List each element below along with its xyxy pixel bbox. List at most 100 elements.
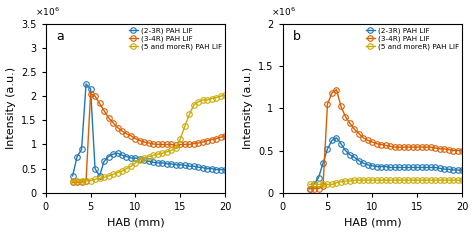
(5 and moreR) PAH LIF (204, 99, 210, 101)
(2-3R) PAH LIF (347, 153, 353, 156)
(5 and moreR) PAH LIF (307, 183, 312, 186)
(3-4R) PAH LIF (74, 181, 80, 184)
(2-3R) PAH LIF (356, 159, 362, 162)
(3-4R) PAH LIF (383, 144, 389, 147)
(2-3R) PAH LIF (316, 176, 321, 179)
(2-3R) PAH LIF (307, 187, 312, 190)
(5 and moreR) PAH LIF (74, 179, 80, 182)
(2-3R) PAH LIF (437, 167, 443, 170)
(3-4R) PAH LIF (182, 143, 188, 146)
(2-3R) PAH LIF (83, 82, 89, 85)
(5 and moreR) PAH LIF (79, 179, 84, 182)
(5 and moreR) PAH LIF (347, 180, 353, 182)
(3-4R) PAH LIF (446, 148, 452, 151)
(3-4R) PAH LIF (311, 187, 317, 190)
(3-4R) PAH LIF (195, 142, 201, 144)
(5 and moreR) PAH LIF (388, 179, 393, 182)
Line: (2-3R) PAH LIF: (2-3R) PAH LIF (307, 135, 465, 191)
(3-4R) PAH LIF (414, 146, 420, 148)
(2-3R) PAH LIF (334, 137, 339, 139)
(5 and moreR) PAH LIF (160, 152, 165, 154)
(5 and moreR) PAH LIF (182, 125, 188, 127)
(5 and moreR) PAH LIF (133, 161, 138, 164)
(5 and moreR) PAH LIF (334, 181, 339, 184)
(5 and moreR) PAH LIF (151, 154, 156, 157)
(5 and moreR) PAH LIF (437, 179, 443, 182)
(3-4R) PAH LIF (356, 132, 362, 135)
(2-3R) PAH LIF (169, 162, 174, 165)
(3-4R) PAH LIF (374, 142, 380, 145)
(5 and moreR) PAH LIF (88, 179, 93, 182)
Text: $\times10^6$: $\times10^6$ (35, 6, 59, 18)
(2-3R) PAH LIF (106, 155, 111, 158)
(2-3R) PAH LIF (70, 175, 75, 177)
(2-3R) PAH LIF (401, 166, 407, 169)
Legend: (2-3R) PAH LIF, (3-4R) PAH LIF, (5 and moreR) PAH LIF: (2-3R) PAH LIF, (3-4R) PAH LIF, (5 and m… (365, 26, 460, 51)
(2-3R) PAH LIF (137, 158, 143, 160)
Line: (3-4R) PAH LIF: (3-4R) PAH LIF (70, 91, 228, 185)
(2-3R) PAH LIF (195, 166, 201, 169)
(3-4R) PAH LIF (334, 88, 339, 91)
(5 and moreR) PAH LIF (155, 153, 161, 156)
(5 and moreR) PAH LIF (115, 171, 120, 174)
(5 and moreR) PAH LIF (213, 96, 219, 99)
(5 and moreR) PAH LIF (419, 179, 425, 182)
X-axis label: HAB (mm): HAB (mm) (107, 217, 164, 227)
(3-4R) PAH LIF (455, 149, 461, 152)
(3-4R) PAH LIF (343, 115, 348, 118)
(2-3R) PAH LIF (187, 165, 192, 168)
(5 and moreR) PAH LIF (97, 177, 102, 180)
(5 and moreR) PAH LIF (352, 179, 357, 182)
(2-3R) PAH LIF (379, 165, 384, 168)
(5 and moreR) PAH LIF (446, 179, 452, 182)
(3-4R) PAH LIF (128, 134, 134, 137)
(5 and moreR) PAH LIF (142, 157, 147, 159)
(2-3R) PAH LIF (200, 166, 206, 169)
(3-4R) PAH LIF (329, 92, 335, 94)
(3-4R) PAH LIF (401, 146, 407, 148)
(5 and moreR) PAH LIF (423, 179, 429, 182)
(2-3R) PAH LIF (423, 166, 429, 169)
(3-4R) PAH LIF (441, 147, 447, 150)
(2-3R) PAH LIF (97, 175, 102, 177)
(2-3R) PAH LIF (365, 164, 371, 166)
(3-4R) PAH LIF (178, 143, 183, 146)
(2-3R) PAH LIF (182, 164, 188, 167)
(5 and moreR) PAH LIF (325, 183, 330, 186)
(2-3R) PAH LIF (410, 166, 416, 169)
(3-4R) PAH LIF (406, 146, 411, 148)
(2-3R) PAH LIF (128, 157, 134, 159)
(5 and moreR) PAH LIF (432, 179, 438, 182)
(3-4R) PAH LIF (146, 142, 152, 144)
(3-4R) PAH LIF (459, 149, 465, 152)
(3-4R) PAH LIF (419, 146, 425, 148)
(3-4R) PAH LIF (97, 102, 102, 105)
(5 and moreR) PAH LIF (428, 179, 434, 182)
(2-3R) PAH LIF (441, 168, 447, 171)
(5 and moreR) PAH LIF (110, 173, 116, 176)
(3-4R) PAH LIF (397, 146, 402, 148)
(3-4R) PAH LIF (101, 109, 107, 112)
(2-3R) PAH LIF (419, 166, 425, 169)
(2-3R) PAH LIF (92, 167, 98, 170)
(3-4R) PAH LIF (187, 143, 192, 146)
(2-3R) PAH LIF (160, 161, 165, 164)
(2-3R) PAH LIF (204, 167, 210, 170)
(2-3R) PAH LIF (406, 166, 411, 169)
(5 and moreR) PAH LIF (329, 183, 335, 186)
(5 and moreR) PAH LIF (92, 178, 98, 181)
(5 and moreR) PAH LIF (365, 179, 371, 182)
(2-3R) PAH LIF (146, 160, 152, 163)
(2-3R) PAH LIF (209, 167, 215, 170)
(3-4R) PAH LIF (222, 134, 228, 137)
(3-4R) PAH LIF (361, 137, 366, 139)
(5 and moreR) PAH LIF (209, 97, 215, 100)
(3-4R) PAH LIF (133, 137, 138, 140)
Line: (5 and moreR) PAH LIF: (5 and moreR) PAH LIF (70, 92, 228, 184)
(3-4R) PAH LIF (151, 143, 156, 145)
Legend: (2-3R) PAH LIF, (3-4R) PAH LIF, (5 and moreR) PAH LIF: (2-3R) PAH LIF, (3-4R) PAH LIF, (5 and m… (128, 26, 223, 51)
(2-3R) PAH LIF (352, 156, 357, 159)
(3-4R) PAH LIF (70, 181, 75, 184)
(5 and moreR) PAH LIF (392, 179, 398, 182)
(3-4R) PAH LIF (110, 121, 116, 124)
